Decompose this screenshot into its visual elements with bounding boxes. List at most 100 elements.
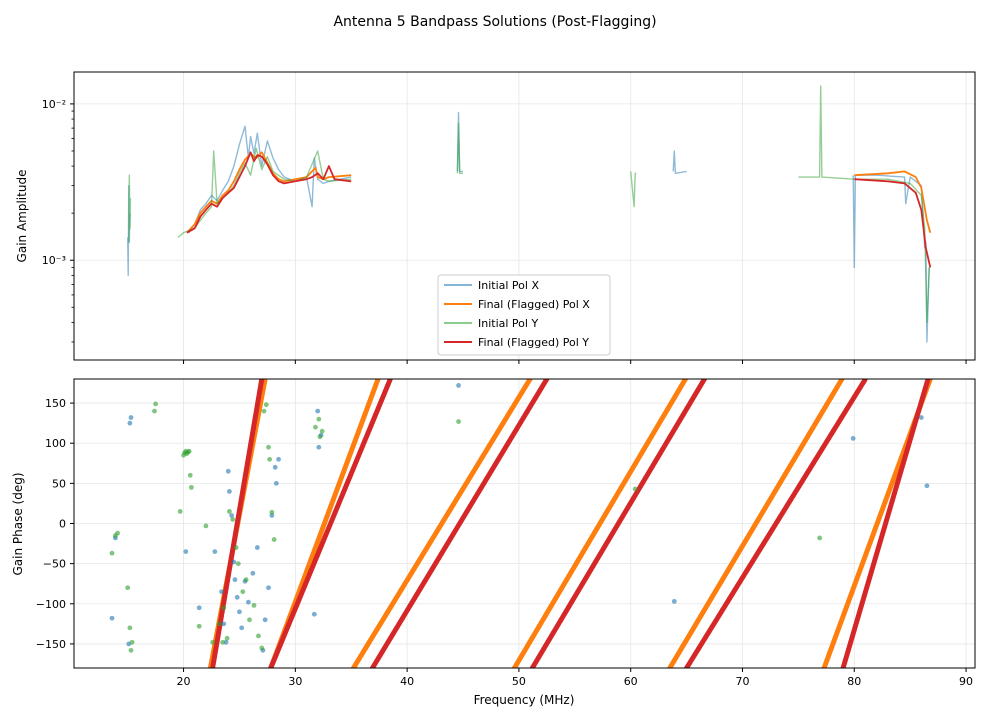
phase-track-final-flagged-pol-y (268, 379, 393, 668)
amplitude-line-initial-pol-y (798, 85, 930, 324)
phase-point-initial-pol-y (263, 402, 269, 408)
phase-point-initial-pol-y (128, 647, 134, 653)
phase-point-initial-pol-y (127, 625, 133, 631)
phase-point-initial-pol-y (632, 486, 638, 492)
phase-track-final-flagged-pol-x (667, 379, 845, 668)
phase-track-final-flagged-pol-y (369, 379, 550, 668)
phase-point-initial-pol-y (261, 408, 267, 414)
phase-point-initial-pol-x (456, 383, 461, 388)
amplitude-line-final-flagged-pol-y (854, 178, 932, 268)
amplitude-frame (73, 71, 976, 361)
phase-point-initial-pol-y (317, 434, 323, 440)
phase-point-initial-pol-y (319, 428, 325, 434)
phase-point-initial-pol-y (216, 621, 222, 627)
phase-point-initial-pol-y (186, 448, 192, 454)
phase-point-initial-pol-x (212, 549, 218, 554)
phase-y-tick-label: −150 (36, 638, 66, 651)
phase-y-axis-label: Gain Phase (deg) (11, 472, 25, 575)
phase-point-initial-pol-x (231, 559, 237, 565)
phase-point-initial-pol-y (269, 509, 275, 515)
phase-track-final-flagged-pol-x (350, 379, 533, 668)
phase-point-initial-pol-y (115, 530, 120, 536)
phase-track-final-flagged-pol-x (511, 379, 688, 668)
phase-point-initial-pol-y (313, 424, 318, 430)
phase-point-initial-pol-x (311, 611, 317, 617)
phase-y-ticks: −150 −100 −50 0 50 100 150 (36, 397, 74, 651)
phase-point-initial-pol-x (225, 468, 231, 474)
phase-point-initial-pol-y (109, 550, 115, 556)
phase-point-initial-pol-y (187, 472, 193, 478)
phase-point-initial-pol-x (219, 589, 224, 595)
phase-point-initial-pol-x (850, 436, 856, 441)
phase-point-initial-pol-y (316, 416, 322, 422)
x-tick-label: 40 (400, 675, 414, 688)
phase-point-initial-pol-y (203, 523, 209, 529)
phase-point-initial-pol-y (456, 419, 461, 424)
phase-point-initial-pol-x (918, 415, 924, 420)
phase-point-initial-pol-y (235, 561, 241, 567)
amplitude-line-initial-pol-y (128, 174, 132, 243)
phase-point-initial-pol-x (250, 570, 256, 576)
phase-point-initial-pol-y (129, 639, 135, 645)
phase-point-initial-pol-y (233, 545, 239, 550)
phase-y-tick-label: 100 (45, 437, 66, 450)
legend-label: Initial Pol Y (478, 317, 538, 330)
phase-track-final-flagged-pol-y (840, 379, 931, 668)
phase-point-initial-pol-x (223, 639, 229, 645)
phase-point-initial-pol-y (230, 517, 236, 522)
x-tick-label: 30 (288, 675, 302, 688)
phase-point-initial-pol-x (237, 609, 242, 615)
phase-y-tick-label: −50 (43, 558, 66, 571)
phase-track-final-flagged-pol-y (529, 379, 707, 668)
phase-point-initial-pol-x (109, 615, 115, 621)
legend-label: Final (Flagged) Pol Y (478, 336, 589, 349)
amplitude-panel: 10⁻³ 10⁻² Gain Amplitude Initial Pol X Fin… (15, 71, 976, 364)
x-tick-label: 80 (847, 675, 861, 688)
phase-point-initial-pol-x (196, 605, 202, 611)
phase-point-initial-pol-y (251, 602, 257, 608)
phase-point-initial-pol-x (234, 594, 240, 600)
x-axis-label: Frequency (MHz) (474, 693, 575, 707)
phase-point-initial-pol-x (276, 456, 281, 462)
phase-point-initial-pol-y (266, 444, 271, 450)
phase-point-initial-pol-y (271, 537, 277, 542)
phase-point-initial-pol-x (671, 598, 677, 604)
phase-point-initial-pol-x (273, 480, 279, 486)
phase-point-initial-pol-x (245, 599, 251, 605)
legend-label: Final (Flagged) Pol X (478, 298, 590, 311)
phase-point-initial-pol-y (220, 639, 226, 645)
x-tick-label: 60 (624, 675, 638, 688)
phase-point-initial-pol-y (125, 585, 131, 591)
amplitude-y-tick-label: 10⁻² (42, 98, 66, 111)
phase-point-initial-pol-x (254, 545, 260, 550)
x-tick-label: 70 (735, 675, 749, 688)
legend-entries: Initial Pol X Final (Flagged) Pol X Initia… (444, 279, 590, 349)
amplitude-line-initial-pol-x (672, 150, 687, 175)
phase-point-initial-pol-y (267, 456, 273, 462)
amplitude-line-final-flagged-pol-x (854, 170, 932, 233)
x-tick-label: 50 (512, 675, 526, 688)
phase-point-initial-pol-x (239, 625, 245, 631)
figure-title: Antenna 5 Bandpass Solutions (Post-Flagg… (333, 14, 656, 30)
phase-point-initial-pol-y (188, 484, 194, 490)
phase-y-tick-label: −100 (36, 598, 66, 611)
phase-y-tick-label: 50 (52, 477, 66, 490)
x-tick-label: 90 (959, 675, 973, 688)
phase-point-initial-pol-y (240, 589, 246, 595)
amplitude-line-initial-pol-x (188, 125, 352, 234)
phase-point-initial-pol-y (177, 509, 183, 514)
phase-point-initial-pol-y (152, 408, 157, 414)
amplitude-line-final-flagged-pol-y (186, 151, 352, 234)
phase-point-initial-pol-y (153, 401, 159, 407)
phase-point-initial-pol-x (127, 420, 133, 426)
legend-box (437, 274, 611, 356)
phase-point-initial-pol-x (221, 621, 227, 627)
phase-point-initial-pol-y (247, 617, 252, 623)
phase-point-initial-pol-x (315, 408, 321, 414)
phase-point-initial-pol-y (224, 635, 230, 641)
amplitude-line-initial-pol-y (456, 122, 463, 175)
amplitude-x-ticks (183, 360, 967, 364)
amplitude-line-initial-pol-y (177, 147, 352, 238)
phase-y-tick-label: 150 (45, 397, 66, 410)
